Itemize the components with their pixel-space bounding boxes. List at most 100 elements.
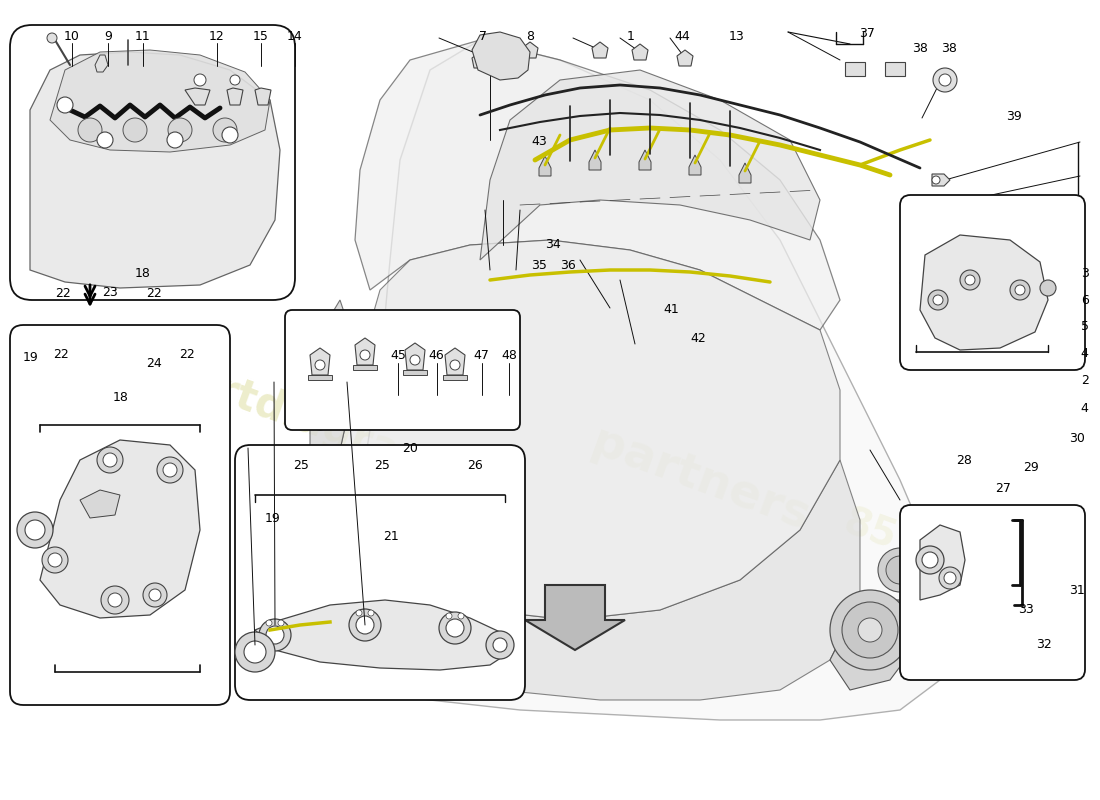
Circle shape [450, 360, 460, 370]
Polygon shape [920, 235, 1048, 350]
Text: 9: 9 [103, 30, 112, 42]
Circle shape [349, 609, 381, 641]
Circle shape [439, 612, 471, 644]
Polygon shape [80, 490, 120, 518]
Polygon shape [932, 274, 950, 286]
Text: 25: 25 [294, 459, 309, 472]
Circle shape [315, 515, 324, 525]
Polygon shape [353, 365, 377, 370]
Polygon shape [30, 52, 280, 288]
Polygon shape [845, 62, 865, 76]
Text: 38: 38 [942, 42, 957, 54]
Circle shape [933, 68, 957, 92]
Circle shape [103, 453, 117, 467]
Text: 34: 34 [546, 238, 561, 250]
Circle shape [194, 74, 206, 86]
Polygon shape [592, 42, 608, 58]
Text: 36: 36 [560, 259, 575, 272]
Text: 19: 19 [265, 512, 280, 525]
Text: 2: 2 [1080, 374, 1089, 387]
Polygon shape [689, 155, 701, 175]
Text: 15: 15 [253, 30, 268, 42]
Polygon shape [588, 150, 601, 170]
Circle shape [960, 270, 980, 290]
Polygon shape [403, 370, 427, 375]
Text: 30: 30 [1069, 432, 1085, 445]
Circle shape [842, 602, 898, 658]
FancyBboxPatch shape [900, 195, 1085, 370]
FancyBboxPatch shape [285, 310, 520, 430]
Circle shape [932, 276, 940, 284]
Circle shape [932, 201, 940, 209]
Polygon shape [340, 240, 840, 620]
Text: 45: 45 [390, 349, 406, 362]
Circle shape [932, 226, 940, 234]
Text: 29: 29 [1023, 461, 1038, 474]
Text: 10: 10 [64, 30, 79, 42]
Text: 14: 14 [287, 30, 303, 42]
Text: partners: partners [585, 420, 815, 540]
Text: 32: 32 [1036, 638, 1052, 650]
Polygon shape [255, 88, 271, 105]
Circle shape [493, 638, 507, 652]
Circle shape [97, 132, 113, 148]
Circle shape [965, 275, 975, 285]
Circle shape [922, 552, 938, 568]
Circle shape [167, 132, 183, 148]
Polygon shape [95, 55, 108, 72]
Text: 18: 18 [135, 267, 151, 280]
Text: 4: 4 [1080, 402, 1089, 414]
Polygon shape [255, 600, 510, 670]
Text: 20: 20 [403, 442, 418, 454]
Circle shape [42, 547, 68, 573]
Circle shape [213, 118, 236, 142]
Circle shape [143, 583, 167, 607]
Circle shape [258, 619, 292, 651]
FancyBboxPatch shape [10, 325, 230, 705]
Polygon shape [932, 224, 950, 236]
Polygon shape [355, 40, 840, 330]
Polygon shape [340, 450, 860, 700]
Polygon shape [443, 375, 468, 380]
Polygon shape [632, 44, 648, 60]
Polygon shape [50, 50, 270, 152]
Polygon shape [310, 300, 370, 690]
Text: 43: 43 [531, 135, 547, 148]
Text: 11: 11 [135, 30, 151, 42]
Polygon shape [472, 32, 530, 80]
FancyBboxPatch shape [900, 505, 1085, 680]
Text: 1: 1 [626, 30, 635, 42]
Circle shape [278, 620, 284, 626]
Circle shape [157, 457, 183, 483]
Text: 47: 47 [474, 349, 490, 362]
Circle shape [933, 295, 943, 305]
Circle shape [57, 97, 73, 113]
Polygon shape [639, 150, 651, 170]
Circle shape [1040, 280, 1056, 296]
Circle shape [1010, 280, 1030, 300]
Polygon shape [932, 174, 950, 186]
Circle shape [97, 447, 123, 473]
Text: 28: 28 [956, 454, 971, 467]
Text: 33: 33 [1019, 603, 1034, 616]
FancyBboxPatch shape [235, 445, 525, 700]
Circle shape [235, 632, 275, 672]
Circle shape [932, 251, 940, 259]
Text: 4: 4 [1080, 347, 1089, 360]
Text: 22: 22 [53, 348, 68, 361]
Polygon shape [522, 42, 538, 58]
Text: 35: 35 [531, 259, 547, 272]
Text: 39: 39 [1006, 110, 1022, 122]
Text: 6: 6 [1080, 294, 1089, 307]
Circle shape [47, 33, 57, 43]
Polygon shape [40, 440, 200, 618]
Text: 85: 85 [838, 503, 902, 557]
Text: 8: 8 [526, 30, 535, 42]
Circle shape [148, 589, 161, 601]
Text: 37: 37 [859, 27, 874, 40]
Text: 46: 46 [429, 349, 444, 362]
Text: 18: 18 [113, 391, 129, 404]
Text: 5: 5 [1080, 320, 1089, 333]
Polygon shape [227, 88, 243, 105]
Text: 24: 24 [146, 358, 162, 370]
